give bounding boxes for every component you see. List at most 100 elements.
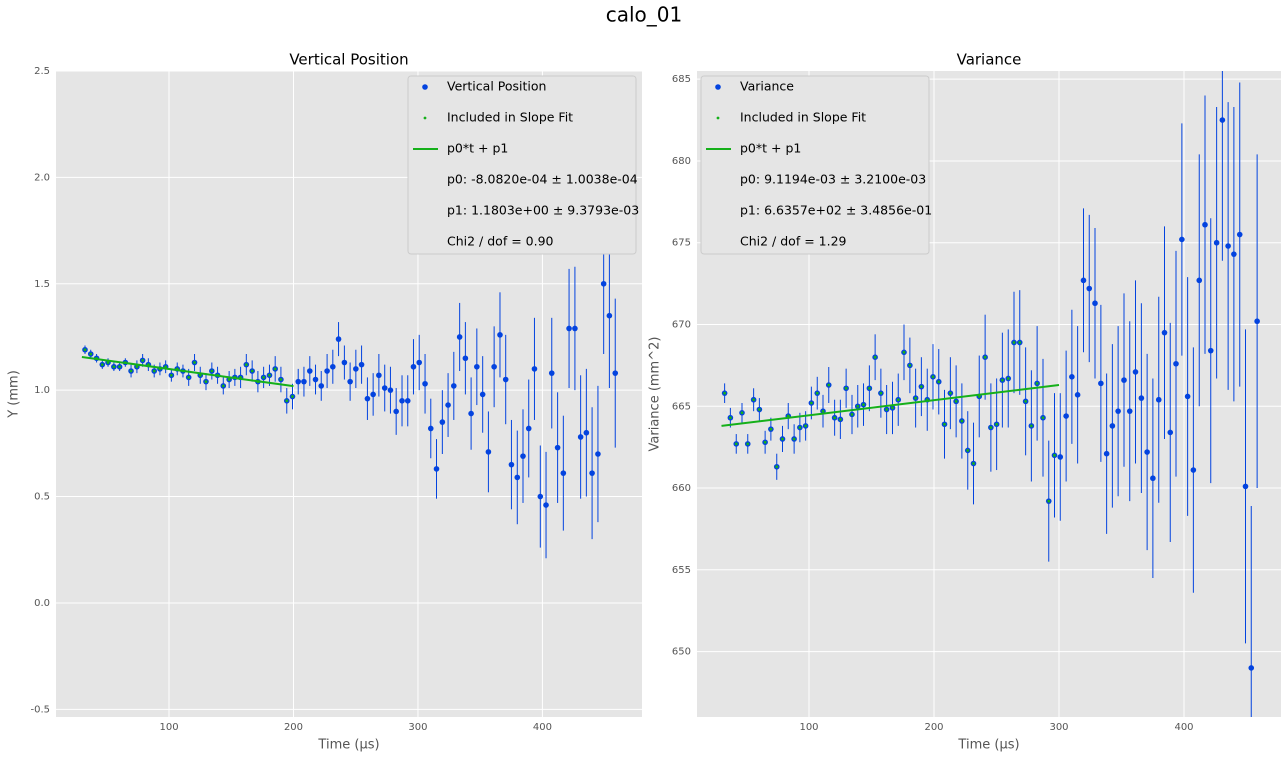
data-point (376, 372, 382, 379)
legend-label: Included in Slope Fit (447, 110, 573, 125)
data-point (306, 368, 313, 374)
data-point (1098, 380, 1104, 387)
data-point (514, 474, 521, 481)
data-point (301, 378, 307, 385)
legend-marker (716, 116, 720, 120)
fit-point (873, 355, 877, 359)
fit-point (152, 369, 156, 373)
fit-point (798, 426, 802, 429)
data-point (358, 361, 365, 368)
fit-point (995, 422, 999, 426)
data-point (427, 425, 434, 432)
y-tick-label: 1.5 (34, 279, 50, 290)
x-tick-label: 200 (284, 722, 303, 733)
data-point (1213, 239, 1220, 246)
legend: Vertical Position Included in Slope Fit p0… (407, 75, 639, 255)
fit-point (141, 358, 145, 362)
legend-text: p1: 6.6357e+02 ± 3.4856e-01 (740, 203, 932, 218)
data-point (324, 368, 330, 374)
fit-point (781, 437, 784, 441)
fit-point (135, 365, 139, 369)
fit-point (954, 399, 958, 403)
legend-marker (422, 84, 428, 90)
data-point (1121, 377, 1127, 383)
data-point (399, 398, 405, 404)
fit-point (193, 361, 196, 364)
data-point (416, 359, 423, 366)
x-axis-label: Time (µs) (317, 738, 379, 753)
data-point (537, 493, 544, 500)
y-tick-label: 2.5 (34, 66, 50, 77)
data-point (612, 370, 619, 376)
fit-point (244, 363, 248, 367)
legend-label: Variance (740, 79, 794, 94)
fit-point (740, 411, 744, 415)
data-point (1138, 395, 1145, 401)
data-point (1242, 483, 1249, 490)
legend-text: p0: 9.1194e-03 ± 3.2100e-03 (740, 172, 926, 187)
plot-marks (721, 71, 1260, 717)
subplot: 100 200 300 400 650 655 660 665 670 675 680 685 Vari… (648, 51, 1281, 753)
fit-point (291, 395, 294, 398)
y-tick-label: 680 (672, 156, 691, 167)
y-tick-label: 670 (672, 319, 691, 330)
data-point (502, 376, 509, 383)
y-tick-label: 2.0 (34, 172, 50, 183)
fit-point (757, 408, 761, 411)
data-point (387, 387, 394, 393)
y-tick-label: 660 (672, 483, 691, 494)
fit-point (285, 399, 289, 403)
fit-point (862, 403, 865, 407)
data-point (318, 383, 325, 389)
legend-text: Chi2 / dof = 1.29 (740, 234, 847, 249)
x-tick-label: 400 (533, 722, 552, 733)
data-point (456, 334, 463, 340)
data-point (1248, 665, 1255, 671)
fit-point (919, 385, 923, 389)
data-point (1184, 393, 1191, 400)
data-point (364, 395, 371, 402)
data-point (393, 408, 399, 415)
data-point (1219, 117, 1226, 123)
fit-point (821, 409, 825, 413)
legend-text: p0: -8.0820e-04 ± 1.0038e-04 (447, 172, 638, 187)
data-point (1231, 251, 1237, 257)
fit-point (83, 348, 87, 352)
data-point (1236, 231, 1243, 238)
data-point (595, 451, 601, 457)
fit-point (262, 376, 266, 379)
data-point (577, 434, 584, 440)
legend: Variance Included in Slope Fit p0*t + p1 p0… (700, 75, 932, 255)
fit-point (792, 437, 796, 441)
data-point (520, 453, 526, 459)
data-point (600, 280, 607, 287)
data-point (1254, 318, 1260, 325)
fit-point (885, 408, 889, 411)
fit-point (879, 391, 883, 395)
data-point (1080, 277, 1087, 284)
fit-point (752, 398, 756, 402)
data-point (572, 325, 578, 332)
fit-point (763, 440, 767, 444)
y-tick-label: 650 (672, 647, 691, 658)
x-tick-label: 300 (1049, 722, 1068, 733)
fit-point (187, 376, 191, 379)
y-tick-label: 0.0 (34, 598, 50, 609)
data-point (508, 461, 515, 468)
plot-marks (81, 213, 619, 559)
data-point (497, 332, 503, 338)
y-tick-label: 665 (672, 401, 691, 412)
fit-point (279, 378, 283, 381)
fit-point (804, 424, 808, 428)
fit-point (129, 369, 133, 373)
fit-point (198, 373, 202, 377)
data-point (1103, 450, 1110, 457)
data-point (583, 429, 590, 436)
legend-label: Vertical Position (447, 79, 546, 94)
data-point (1167, 429, 1174, 436)
data-point (1109, 423, 1116, 429)
fit-point (746, 442, 750, 446)
fit-point (118, 365, 122, 369)
x-tick-label: 100 (159, 722, 178, 733)
